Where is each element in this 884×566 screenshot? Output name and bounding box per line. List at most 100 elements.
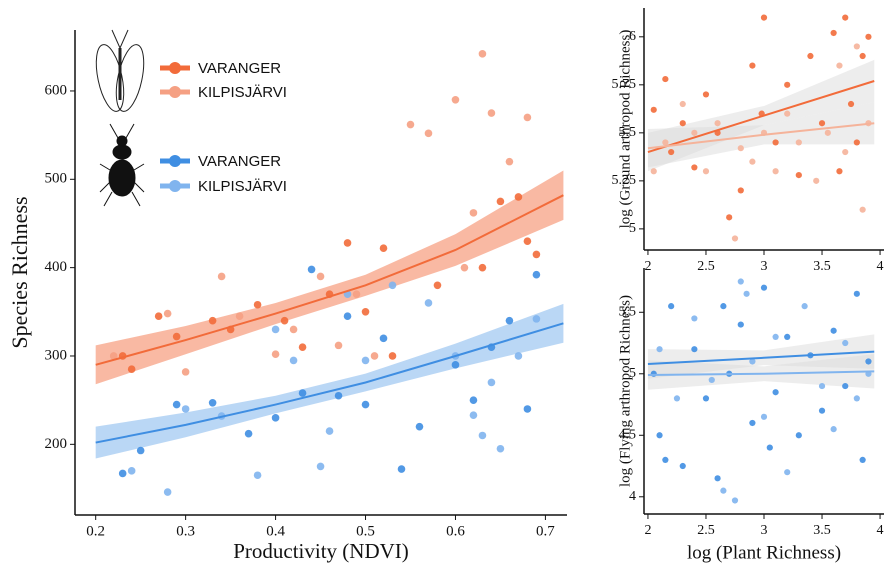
x-tick-label: 3 [761,259,768,274]
point [708,376,715,384]
point [523,405,532,413]
point [650,168,657,175]
point [865,33,872,40]
point [424,129,433,138]
point [163,309,172,318]
point [865,358,872,365]
x-tick-label: 4 [877,259,884,274]
point [772,333,779,340]
x-tick-label: 0.4 [266,523,285,539]
y-tick-label: 6 [629,29,636,44]
point [478,263,487,272]
point [298,343,307,351]
point [726,214,733,221]
point [818,382,826,390]
x-tick-label: 3 [761,523,768,538]
point [691,315,698,322]
point [772,389,779,396]
point [749,62,756,69]
fit-line [647,122,875,150]
x-tick-label: 2.5 [697,259,715,274]
point [842,382,849,390]
point [172,400,181,409]
point [853,395,860,402]
point [853,290,860,297]
point [514,193,523,201]
point [847,100,855,108]
legend-label: VARANGER [198,153,281,170]
x-axis-label: log (Plant Richness) [687,542,841,563]
x-tick-label: 3.5 [813,259,831,274]
point [836,168,843,175]
point [271,350,280,359]
point [859,206,866,213]
point [795,432,802,439]
x-tick-label: 0.7 [536,523,555,539]
point [361,308,370,316]
point [379,244,388,253]
point [370,352,379,360]
point [836,62,843,69]
point [720,487,727,494]
point [656,432,663,439]
confidence-band [95,170,564,385]
point [824,129,831,136]
point [271,414,280,422]
point [650,106,657,113]
legend-swatch [169,62,181,74]
point [679,462,686,470]
point [460,263,469,272]
point [478,50,487,58]
point [352,290,361,298]
point [737,321,744,328]
point [109,352,118,360]
point [433,281,442,290]
point [859,52,866,60]
x-tick-label: 3.5 [813,523,831,538]
point [853,43,860,50]
point [289,356,298,365]
point [532,250,541,259]
point [406,120,415,129]
fit-line [647,350,875,365]
x-tick-label: 0.5 [356,523,375,539]
point [668,303,675,310]
point [801,303,808,310]
point [720,303,727,310]
point [714,120,721,127]
fit-line [95,194,564,366]
point [795,171,802,179]
point [818,407,826,414]
point [343,312,352,321]
y-axis-label: log (Ground arthropod Richness) [617,30,633,229]
y-tick-label: 400 [45,259,68,275]
point [673,395,681,402]
point [679,120,686,127]
point [244,429,253,438]
y-tick-label: 5 [629,221,636,236]
point [743,290,750,297]
point [487,378,496,387]
point [749,358,756,365]
point [532,315,541,323]
point [813,177,820,184]
point [487,109,496,117]
point [172,332,181,341]
point [253,471,262,480]
point [656,346,663,353]
point [784,469,791,476]
point [731,235,739,242]
y-tick-label: 600 [45,82,68,98]
point [127,365,136,374]
point [818,120,826,127]
y-axis-label: Species Richness [7,196,32,348]
point [298,389,307,397]
point [830,426,837,433]
legend-swatch [169,180,181,192]
legend-swatch [169,86,181,98]
point [514,352,523,360]
y-tick-label: 300 [45,347,68,363]
point [469,209,478,217]
point [505,157,514,166]
point [208,399,217,407]
